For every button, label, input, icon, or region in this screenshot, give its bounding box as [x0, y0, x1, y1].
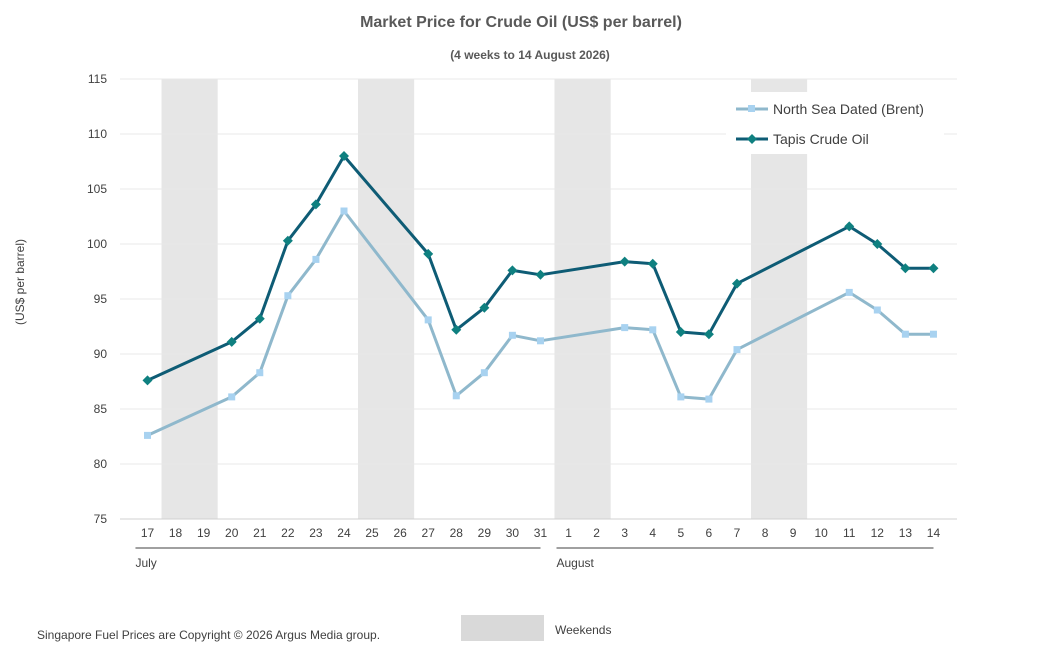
- x-axis: 17 18 19 20 21 22 23 24 25 26 27 28 29 30 31 1 2 3 4 5 6 7 8 9 1…: [120, 518, 957, 570]
- y-tick-label: 105: [87, 182, 107, 196]
- x-tick-label: 21: [253, 526, 267, 540]
- data-point-brent: [536, 337, 544, 345]
- x-tick-label: 18: [169, 526, 183, 540]
- data-point-tapis: [310, 199, 321, 210]
- weekends-legend-label: Weekends: [555, 623, 611, 637]
- x-tick-label: 22: [281, 526, 295, 540]
- data-point-brent: [649, 326, 657, 334]
- data-point-brent: [284, 292, 292, 300]
- x-tick-label: 31: [534, 526, 548, 540]
- data-point-brent: [733, 346, 741, 354]
- data-point-tapis: [647, 258, 658, 269]
- x-tick-label: 9: [790, 526, 797, 540]
- x-tick-label: 10: [815, 526, 829, 540]
- y-tick-label: 75: [94, 512, 108, 526]
- x-tick-label: 7: [734, 526, 741, 540]
- data-point-brent: [621, 324, 629, 332]
- y-tick-label: 115: [88, 72, 107, 86]
- data-point-tapis: [479, 302, 490, 313]
- data-point-brent: [144, 431, 151, 439]
- series-line-0: [146, 209, 934, 437]
- data-point-brent: [929, 330, 937, 338]
- data-point-brent: [705, 395, 713, 403]
- data-point-tapis: [535, 269, 546, 280]
- y-tick-label: 95: [94, 292, 108, 306]
- x-tick-label: 8: [762, 526, 769, 540]
- data-point-tapis: [226, 336, 237, 347]
- x-tick-label: 29: [478, 526, 492, 540]
- data-point-tapis: [928, 263, 939, 274]
- x-tick-label: 30: [506, 526, 520, 540]
- x-tick-label: 19: [197, 526, 211, 540]
- legend-label-brent: North Sea Dated (Brent): [773, 101, 924, 117]
- data-point-tapis: [844, 221, 855, 232]
- x-tick-label: 3: [621, 526, 628, 540]
- data-point-brent: [873, 306, 881, 314]
- data-point-brent: [452, 392, 460, 400]
- x-tick-label: 13: [899, 526, 913, 540]
- x-tick-label: 5: [677, 526, 684, 540]
- x-tick-label: 28: [450, 526, 464, 540]
- y-axis-ticks: 75 80 85 90 95 100 105 110 115: [87, 72, 107, 526]
- data-point-tapis: [731, 278, 742, 289]
- data-point-brent: [228, 393, 236, 401]
- weekends-legend-swatch: [461, 615, 544, 641]
- legend-background: [726, 92, 944, 154]
- data-point-brent: [340, 207, 348, 215]
- x-tick-label: 2: [593, 526, 600, 540]
- data-point-tapis: [254, 313, 265, 324]
- data-point-tapis: [423, 248, 434, 259]
- y-tick-label: 85: [94, 402, 108, 416]
- x-tick-label: 6: [706, 526, 713, 540]
- legend-marker-brent: [748, 105, 755, 112]
- data-point-brent: [424, 316, 432, 324]
- x-tick-label: 11: [843, 526, 856, 540]
- data-point-tapis: [872, 239, 883, 249]
- x-tick-label: 12: [871, 526, 885, 540]
- data-point-brent: [845, 288, 853, 296]
- x-tick-label: 27: [422, 526, 436, 540]
- data-point-tapis: [338, 151, 349, 161]
- copyright-note: Singapore Fuel Prices are Copyright © 20…: [37, 628, 380, 642]
- month-label: July: [135, 556, 156, 570]
- data-point-tapis: [900, 263, 911, 274]
- data-point-brent: [480, 369, 488, 377]
- chart-title: Market Price for Crude Oil (US$ per barr…: [360, 14, 682, 31]
- x-tick-label: 24: [337, 526, 351, 540]
- month-label: August: [557, 556, 595, 570]
- legend-label-tapis: Tapis Crude Oil: [773, 131, 869, 147]
- data-point-brent: [901, 330, 909, 338]
- data-point-tapis: [619, 256, 630, 267]
- data-point-brent: [256, 369, 264, 377]
- y-tick-label: 100: [87, 237, 107, 251]
- data-point-tapis: [675, 327, 686, 337]
- data-point-brent: [312, 255, 320, 263]
- chart-subtitle: (4 weeks to 14 August 2026): [450, 48, 610, 62]
- x-tick-label: 17: [141, 526, 155, 540]
- data-point-tapis: [703, 329, 714, 340]
- data-point-tapis: [142, 375, 153, 386]
- x-tick-label: 1: [565, 526, 572, 540]
- data-point-brent: [677, 393, 685, 401]
- data-point-tapis: [282, 235, 293, 246]
- y-axis-label: (US$ per barrel): [13, 239, 27, 325]
- data-point-tapis: [451, 324, 462, 335]
- data-point-brent: [508, 331, 516, 339]
- data-point-tapis: [507, 265, 518, 276]
- y-tick-label: 80: [94, 457, 108, 471]
- x-tick-label: 25: [365, 526, 379, 540]
- y-tick-label: 110: [88, 127, 107, 141]
- legend-marker-tapis: [747, 134, 757, 144]
- x-tick-label: 20: [225, 526, 239, 540]
- data-series: [142, 151, 939, 439]
- x-tick-label: 23: [309, 526, 323, 540]
- x-tick-label: 4: [649, 526, 656, 540]
- y-tick-label: 90: [94, 347, 108, 361]
- legend: North Sea Dated (Brent) Tapis Crude Oil: [726, 92, 944, 154]
- series-line-1: [146, 154, 934, 382]
- x-tick-label: 26: [393, 526, 407, 540]
- x-tick-label: 14: [927, 526, 941, 540]
